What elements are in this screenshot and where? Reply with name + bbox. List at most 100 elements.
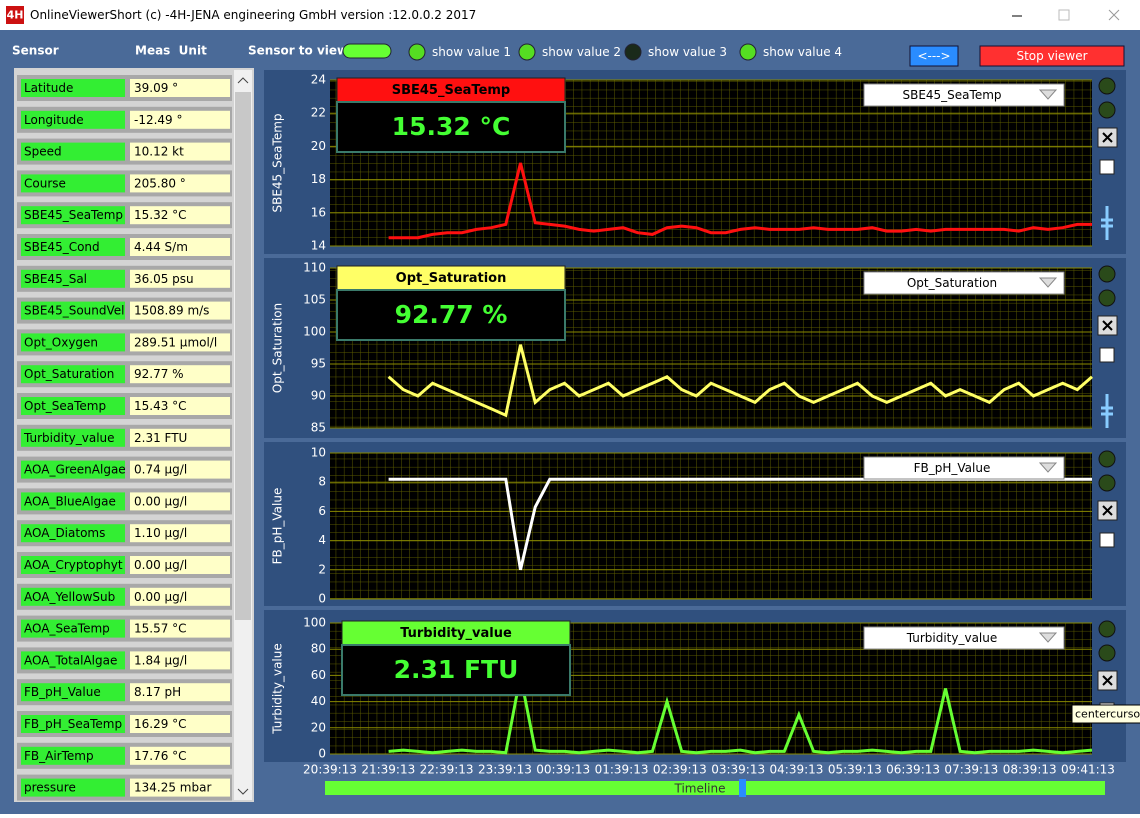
- y-tick-label: 95: [311, 357, 326, 371]
- sensor-selector[interactable]: [863, 456, 1065, 480]
- clear-button-x[interactable]: [1102, 675, 1113, 686]
- y-tick-label: 8: [318, 475, 326, 489]
- stop-button[interactable]: [979, 45, 1125, 67]
- sensor-value: 134.25 mbar: [134, 781, 211, 795]
- status-led: [1098, 101, 1116, 119]
- sensor-value: 289.51 µmol/l: [134, 335, 217, 349]
- y-tick-label: 90: [311, 389, 326, 403]
- checkbox[interactable]: [1099, 159, 1115, 175]
- display-value: 2.31 FTU: [394, 655, 519, 684]
- sensor-name: AOA_TotalAlgae: [24, 653, 117, 667]
- sensor-value-box: [130, 333, 230, 352]
- data-line: [388, 162, 1092, 240]
- display-name: SBE45_SeaTemp: [392, 83, 511, 98]
- maximize[interactable]: [1058, 9, 1070, 21]
- sensor-selector-text[interactable]: Opt_Saturation: [907, 276, 997, 290]
- display-value: 15.32 °C: [392, 112, 511, 141]
- toggle-label[interactable]: show value 4: [763, 45, 842, 59]
- selector-arrow[interactable]: [1038, 89, 1058, 100]
- sensor-value: 17.76 °C: [134, 749, 187, 763]
- zoom-slider[interactable]: [1101, 394, 1113, 428]
- sensor-name-box: [21, 333, 125, 352]
- timeline-slider[interactable]: [325, 781, 1105, 795]
- sensor-value-box: [130, 683, 230, 702]
- sensor-value-box: [130, 587, 230, 606]
- checkbox[interactable]: [1099, 347, 1115, 363]
- sensor-name-box: [21, 715, 125, 733]
- sensor-selector[interactable]: [863, 271, 1065, 295]
- sensor-name: Opt_Oxygen: [24, 335, 98, 349]
- sensor-value: 36.05 psu: [134, 272, 194, 286]
- toggle-label[interactable]: show value 3: [648, 45, 727, 59]
- view-toggle[interactable]: [342, 43, 392, 59]
- selector-arrow[interactable]: [1038, 462, 1058, 473]
- scroll-thumb[interactable]: [235, 92, 251, 620]
- stop-button-label[interactable]: Stop viewer: [1016, 49, 1087, 63]
- toggle-led[interactable]: [518, 43, 536, 61]
- sensor-value: 39.09 °: [134, 81, 178, 95]
- selector-arrow[interactable]: [1038, 277, 1058, 288]
- selector-arrow[interactable]: [1038, 632, 1058, 643]
- y-tick-label: 80: [311, 642, 326, 656]
- sensor-value: 0.00 µg/l: [134, 494, 187, 508]
- arrow-button[interactable]: [909, 45, 959, 67]
- sensor-value-box: [130, 269, 230, 288]
- clear-button-x[interactable]: [1102, 505, 1113, 516]
- sensor-value: 0.74 µg/l: [134, 463, 187, 477]
- sensor-value-box: [130, 651, 230, 670]
- toggle-label[interactable]: show value 2: [542, 45, 621, 59]
- y-tick-label: 60: [311, 668, 326, 682]
- sensor-value-box: [130, 460, 230, 479]
- scroll-arrows[interactable]: [237, 77, 249, 795]
- sensor-value: 1.84 µg/l: [134, 653, 187, 667]
- status-led: [1098, 474, 1116, 492]
- sensor-value-box: [130, 174, 230, 193]
- sensor-to-view: Sensor to view: [248, 44, 348, 58]
- y-tick-label: 22: [311, 106, 326, 120]
- toggle-led[interactable]: [624, 43, 642, 61]
- sensor-selector[interactable]: [863, 83, 1065, 107]
- timeline-thumb[interactable]: [739, 779, 746, 797]
- sensor-name: Opt_Saturation: [24, 367, 114, 381]
- clear-button-x[interactable]: [1102, 320, 1113, 331]
- sensor-name-box: [21, 110, 125, 129]
- arrow-button-label[interactable]: <--->: [917, 49, 950, 63]
- zoom-slider[interactable]: [1101, 206, 1113, 240]
- sensor-value-box: [130, 238, 230, 256]
- close[interactable]: [1108, 9, 1120, 21]
- sensor-name: SBE45_SeaTemp: [24, 208, 123, 222]
- display-box: [336, 101, 566, 153]
- display-name: Turbidity_value: [400, 626, 512, 641]
- sensor-value: -12.49 °: [134, 113, 183, 127]
- sensor-value-box: [130, 619, 230, 638]
- sensor-selector-text[interactable]: FB_pH_Value: [914, 461, 991, 475]
- y-tick-label: 0: [318, 592, 326, 606]
- clear-button-x[interactable]: [1102, 132, 1113, 143]
- sensor-name: AOA_SeaTemp: [24, 622, 110, 636]
- y-axis-label: Turbidity_value: [271, 643, 285, 735]
- sensor-name-box: [21, 619, 125, 638]
- app-icon: [6, 6, 24, 24]
- sensor-value: 15.43 °C: [134, 399, 187, 413]
- sensor-name-box: [21, 556, 125, 574]
- timeline-label: Timeline: [673, 782, 725, 796]
- toggle-label[interactable]: show value 1: [432, 45, 511, 59]
- sensor-name-box: [21, 238, 125, 256]
- sensor-value: 10.12 kt: [134, 145, 184, 159]
- y-tick-label: 18: [311, 172, 326, 186]
- status-led: [1098, 644, 1116, 662]
- checkbox[interactable]: [1099, 532, 1115, 548]
- status-led: [1098, 289, 1116, 307]
- sensor-value-box: [130, 428, 230, 447]
- x-tick-label: 08:39:13: [1003, 763, 1057, 777]
- x-tick-label: 21:39:13: [361, 763, 415, 777]
- sensor-selector-text[interactable]: Turbidity_value: [906, 631, 998, 645]
- sensor-value-box: [130, 524, 230, 543]
- sensor-selector-text[interactable]: SBE45_SeaTemp: [902, 88, 1001, 102]
- sensor-value: 2.31 FTU: [134, 431, 187, 445]
- sensor-selector[interactable]: [863, 626, 1065, 650]
- toggle-led[interactable]: [739, 43, 757, 61]
- toggle-led[interactable]: [408, 43, 426, 61]
- y-tick-label: 0: [318, 747, 326, 761]
- status-led: [1098, 450, 1116, 468]
